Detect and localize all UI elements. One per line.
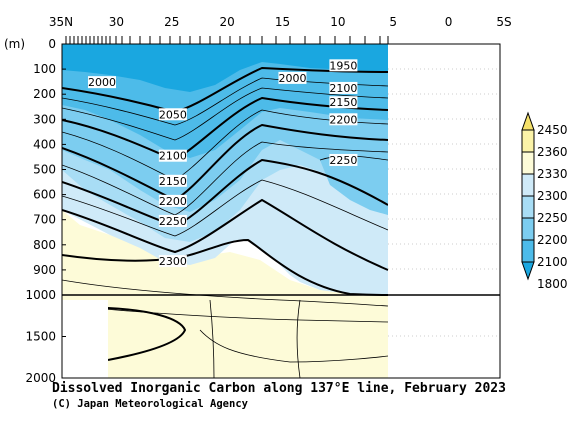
colorbar-level-label: 2100 [537, 255, 568, 269]
band-2330-upper [62, 210, 388, 378]
contour-label: 2150 [159, 175, 187, 188]
contour-label: 2200 [159, 195, 187, 208]
contour-line [62, 109, 389, 181]
colorbar: 2450 2360 2330 2300 2250 2200 2100 1800 [521, 111, 568, 291]
contour-label: 2250 [159, 215, 187, 228]
contour-label-bg [278, 71, 307, 84]
colorbar-swatch [521, 217, 535, 241]
contour-label: 2200 [329, 113, 357, 126]
contour-label-bg [329, 81, 358, 94]
chart-title: Dissolved Inorganic Carbon along 137°E l… [52, 381, 506, 396]
contour-lines [62, 66, 389, 378]
contour-line [62, 96, 389, 162]
contour-line [62, 141, 389, 216]
contour-line [107, 307, 187, 361]
contour-line [62, 87, 389, 141]
contour-line [62, 158, 389, 228]
x-tick-label: 5 [389, 15, 397, 29]
y-tick-label: 2000 [25, 371, 56, 385]
x-tick-label: 25 [164, 15, 179, 29]
contour-line [199, 329, 389, 363]
x-tick-label: 20 [219, 15, 234, 29]
colorbar-swatch [521, 195, 535, 219]
colorbar-level-label: 2360 [537, 145, 568, 159]
contour-label: 2250 [329, 154, 357, 167]
contour-label-bg [329, 113, 358, 126]
y-tick-label: 400 [33, 137, 56, 151]
y-tick-label: 900 [33, 263, 56, 277]
contour-line [62, 77, 389, 126]
y-tick-label: 1500 [25, 330, 56, 344]
x-axis-ticks: 35N 30 25 20 15 10 5 0 5S [49, 15, 512, 29]
contour-line [62, 123, 389, 202]
y-tick-label: 1000 [25, 288, 56, 302]
no-data-mask [62, 300, 108, 378]
contour-label-bg [158, 149, 187, 162]
contour-label: 2000 [88, 76, 116, 89]
y-tick-label: 0 [48, 37, 56, 51]
y-tick-label: 800 [33, 238, 56, 252]
contour-line [62, 279, 389, 307]
x-tick-label: 15 [275, 15, 290, 29]
contour-label: 2100 [159, 150, 187, 163]
colorbar-top-arrow [521, 111, 535, 131]
grid-lines [388, 68, 500, 337]
colorbar-bottom-arrow [521, 261, 535, 281]
contour-label-bg [329, 96, 358, 109]
contour-line [296, 299, 301, 378]
colorbar-level-label: 2250 [537, 211, 568, 225]
y-tick-label: 700 [33, 213, 56, 227]
contour-label: 2100 [329, 82, 357, 95]
colorbar-swatch [521, 151, 535, 175]
contour-line [62, 66, 389, 114]
no-data-east [388, 44, 500, 378]
band-2200-pool [320, 152, 388, 215]
contour-label-bg [158, 174, 187, 187]
y-tick-label: 300 [33, 112, 56, 126]
colorbar-swatch [521, 173, 535, 197]
y-tick-label: 600 [33, 188, 56, 202]
y-tick-label: 500 [33, 163, 56, 177]
station-tick-marks [65, 36, 389, 44]
contour-label: 2150 [329, 96, 357, 109]
contour-label: 2050 [159, 108, 187, 121]
contour-label: 2000 [278, 72, 306, 85]
contour-label-bg [158, 194, 187, 207]
credit-text: (C) Japan Meteorological Agency [52, 398, 248, 410]
colorbar-level-label: 1800 [537, 277, 568, 291]
colorbar-level-label: 2450 [537, 123, 568, 137]
y-unit-label: (m) [4, 37, 25, 51]
contour-label: 1950 [329, 59, 357, 72]
colorbar-level-label: 2300 [537, 189, 568, 203]
contour-label-bg [329, 59, 358, 72]
section-fill [62, 44, 388, 378]
colorbar-level-label: 2330 [537, 167, 568, 181]
x-tick-label: 30 [109, 15, 124, 29]
x-tick-label: 0 [445, 15, 453, 29]
contour-line [62, 304, 389, 323]
contour-label-bg [158, 108, 187, 121]
contour-label-bg [329, 153, 358, 166]
x-tick-label: 10 [330, 15, 345, 29]
contour-label: 2300 [159, 255, 187, 268]
contour-line [62, 179, 389, 237]
y-tick-label: 200 [33, 87, 56, 101]
colorbar-level-label: 2200 [537, 233, 568, 247]
plot-frame [61, 43, 501, 379]
station-ticks [65, 36, 389, 44]
y-tick-label: 100 [33, 62, 56, 76]
x-tick-label: 35N [49, 15, 73, 29]
contour-label-bg [87, 76, 116, 89]
colorbar-swatch [521, 129, 535, 153]
x-tick-label: 5S [496, 15, 511, 29]
band-1800 [62, 44, 388, 92]
contour-label-bg [158, 214, 187, 227]
contour-line [62, 198, 389, 271]
colorbar-swatch [521, 239, 535, 263]
y-axis-ticks: (m) 0 100 200 300 400 500 600 700 800 900 1000 1500 2… [4, 37, 66, 385]
contour-label-bg [158, 255, 187, 268]
contour-line [209, 299, 215, 378]
